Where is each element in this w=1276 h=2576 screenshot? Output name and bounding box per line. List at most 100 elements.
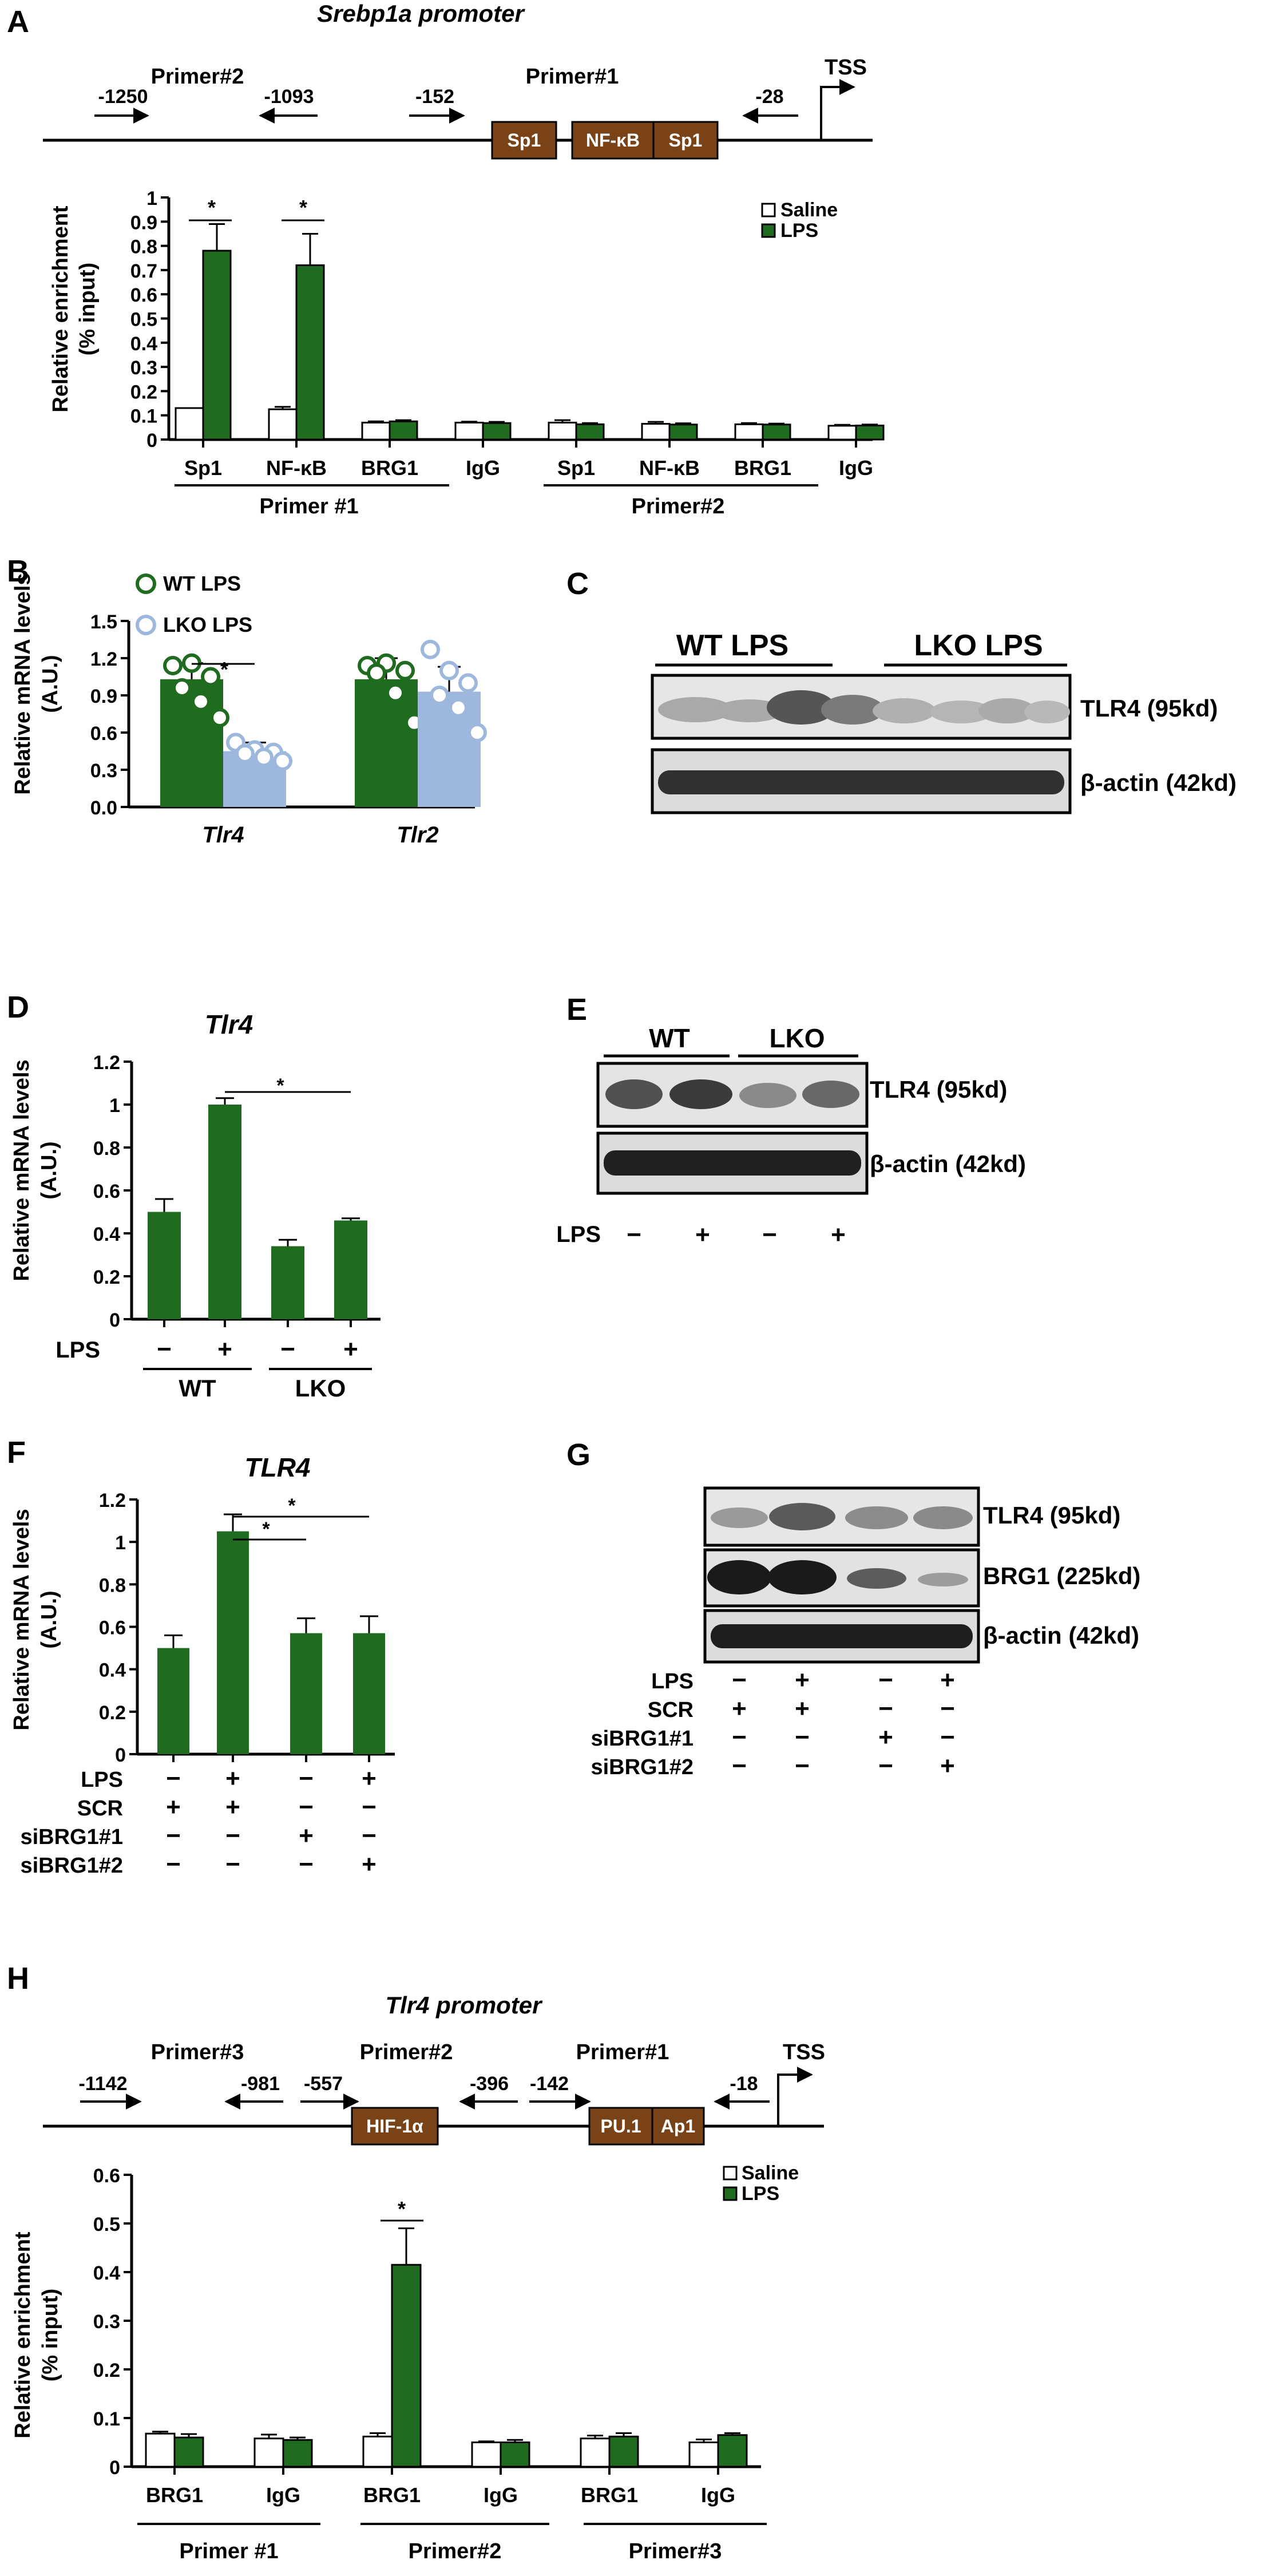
blot-band [845,1506,908,1529]
y-tick-label: 0.2 [99,1702,126,1724]
sign: − [362,1793,377,1821]
tss-arrow [777,2067,813,2126]
blot-header: WT LPS [676,629,788,662]
sign: + [878,1723,893,1751]
bar [208,1105,241,1319]
bar-lps [668,424,698,441]
y-axis-label: Relative mRNA levels [10,1059,34,1281]
blot-band [847,1568,906,1589]
bar-saline [362,2435,393,2468]
y-axis-label: Relative enrichment [11,2231,35,2438]
y-axis-label: (% input) [38,2289,62,2382]
position-label: -1093 [264,86,314,108]
row-label: LPS [81,1768,123,1792]
group-label: WT [179,1375,216,1402]
bar-lps [762,424,791,441]
y-tick-label: 0.9 [130,212,157,234]
legend-label: LKO LPS [163,613,252,636]
y-tick-label: 0.8 [99,1574,126,1596]
y-tick-label: 1 [115,1532,126,1554]
y-tick-label: 0.6 [90,723,117,745]
y-tick-label: 0.8 [130,236,157,258]
bar-saline [145,2432,176,2468]
panel-h-letter: H [7,1961,29,1996]
y-axis-label: Relative enrichment [49,205,73,412]
bar-wt-lps [355,679,418,807]
panel-f-letter: F [7,1435,26,1470]
sign: − [299,1850,314,1878]
blot-band [669,1079,732,1109]
bar-lps [608,2435,639,2468]
bar [353,1633,385,1754]
legend-swatch-lps [723,2186,738,2201]
panel-b-letter: B [7,554,29,588]
panel-h: H Tlr4 promoter Primer#3 Primer#2 Primer… [7,1961,825,2146]
y-tick-label: 0.6 [99,1617,126,1639]
panel-a-title: Srebp1a promoter [317,0,525,27]
data-point [191,691,211,711]
sign: − [166,1822,181,1850]
condition-table: LPS SCR siBRG1#1 siBRG1#2 − + − + + + − … [591,1666,954,1780]
sign: + [732,1695,747,1723]
y-tick-label: 0.9 [90,686,117,707]
condition-table: LPS SCR siBRG1#1 siBRG1#2 − + − + + + − … [20,1764,376,1878]
bar-saline [361,421,391,441]
significance-marker: * [208,196,216,219]
sign: − [762,1221,777,1249]
significance-marker: * [276,1075,284,1097]
blot-row-label: TLR4 (95kd) [1080,695,1218,722]
blot-header: WT [649,1023,690,1053]
blot-row-label: TLR4 (95kd) [870,1076,1007,1103]
y-axis-label: (A.U.) [37,1590,61,1648]
bar-lps [855,424,885,441]
legend-label: Saline [742,2162,799,2184]
bar-saline [827,425,857,441]
sign: − [795,1723,810,1751]
x-tick-label: Tlr2 [397,822,438,848]
bar-saline [548,421,577,441]
panel-g-letter: G [566,1438,591,1472]
legend-label: LPS [780,220,818,242]
group-label: Primer #1 [179,2539,278,2563]
blot-band [1024,701,1070,723]
panel-b-chart: B Relative mRNA levels (A.U.) WT LPS LKO… [7,554,487,848]
x-tick-label: BRG1 [361,456,418,480]
bar-lps [295,264,325,441]
sign: + [695,1221,710,1249]
sign: − [878,1666,893,1694]
tss-label: TSS [783,2040,825,2064]
data-point [430,686,449,705]
blot-band [739,1083,796,1108]
blot-band [802,1081,859,1108]
bar-saline [454,421,484,441]
significance-marker: * [220,658,228,681]
position-label: -1250 [98,86,148,108]
panel-a: A Srebp1a promoter Primer#2 Primer#1 TSS… [7,0,873,160]
blot-band [768,1560,837,1594]
panel-c-blot: C WT LPS LKO LPS TLR4 (95kd) β-actin (42… [566,567,1237,814]
data-point [395,660,415,680]
position-label: -142 [530,2073,569,2095]
y-axis-label: (A.U.) [38,655,62,713]
data-point [235,743,255,763]
bar-saline [471,2442,502,2468]
sign: + [217,1335,232,1363]
panel-h-chart: Relative enrichment (% input) Saline LPS… [11,2162,799,2563]
bar [217,1531,249,1754]
row-label: siBRG1#2 [20,1854,123,1878]
data-point [367,663,386,683]
legend-label: Saline [780,199,838,221]
y-tick-label: 0.6 [93,1181,120,1202]
significance-marker: * [288,1495,296,1517]
y-tick-label: 0.7 [130,260,157,282]
y-tick-label: 1.2 [90,648,117,670]
legend-label: WT LPS [163,572,241,595]
panel-c-letter: C [566,567,589,601]
bar-saline [688,2442,719,2468]
blot-row-label: β-actin (42kd) [983,1622,1139,1649]
x-tick-label: IgG [701,2483,735,2507]
panel-e-letter: E [566,992,587,1027]
y-tick-label: 0.2 [130,381,157,403]
y-tick-label: 1 [109,1095,120,1117]
